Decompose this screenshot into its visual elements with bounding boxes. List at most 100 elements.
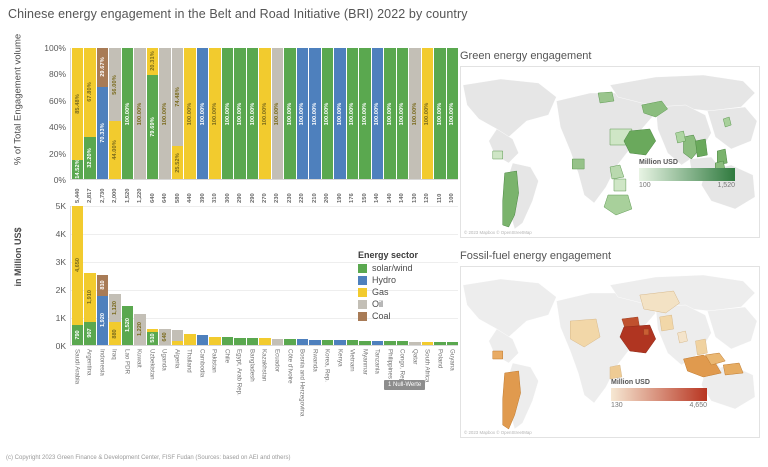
value-bar-segment[interactable] [271, 339, 284, 345]
value-bar[interactable]: 4,650 790 5,440 [72, 188, 84, 345]
percent-bar[interactable]: 85.48% 14.52% [72, 48, 84, 179]
percent-bar[interactable]: 100.00% [371, 48, 384, 179]
percent-bar[interactable]: 100.00% [271, 48, 284, 179]
value-bar-segment[interactable]: 790 [72, 324, 84, 345]
percent-bar[interactable]: 100.00% [184, 48, 196, 179]
percent-bar-segment[interactable]: 100.00% [246, 48, 259, 179]
percent-bar-segment[interactable]: 29.67% [96, 48, 109, 87]
value-bar-segment[interactable] [246, 337, 259, 345]
value-bar[interactable]: 1,910 907 2,817 [84, 188, 96, 345]
percent-bar[interactable]: 100.00% [234, 48, 246, 179]
percent-bar[interactable]: 100.00% [134, 48, 146, 179]
value-bar-segment[interactable] [446, 342, 459, 345]
value-bar[interactable]: 140 [384, 193, 396, 345]
value-bar-segment[interactable] [321, 339, 334, 345]
percent-bar[interactable]: 100.00% [421, 48, 434, 179]
legend-item-solar-wind[interactable]: solar/wind [358, 263, 458, 273]
percent-bar-segment[interactable]: 74.48% [171, 48, 184, 147]
value-bar-segment[interactable]: 1,120 [109, 293, 121, 323]
value-bar-segment[interactable]: 4,650 [72, 206, 84, 325]
percent-bar-segment[interactable]: 100.00% [309, 48, 321, 179]
percent-bar-segment[interactable]: 100.00% [371, 48, 384, 179]
value-bar-segment[interactable]: 810 [96, 274, 109, 296]
percent-bar-segment[interactable]: 100.00% [384, 48, 396, 179]
green-map-canvas[interactable]: Million USD 100 1,520 © 2023 Mapbox © Op… [460, 66, 760, 238]
percent-bar-segment[interactable]: 44.00% [109, 121, 121, 179]
percent-bar-segment[interactable]: 25.52% [171, 146, 184, 179]
percent-bar-segment[interactable]: 100.00% [421, 48, 434, 179]
value-bar[interactable]: 110 [434, 194, 446, 345]
percent-bar[interactable]: 100.00% [346, 48, 359, 179]
percent-bar[interactable]: 100.00% [359, 48, 371, 179]
value-bar-segment[interactable]: 1,220 [134, 313, 146, 345]
value-bar-segment[interactable] [196, 334, 209, 345]
value-bar[interactable]: 130 [409, 193, 421, 345]
percent-bar[interactable]: 100.00% [246, 48, 259, 179]
value-bar-segment[interactable] [334, 340, 346, 345]
value-bar[interactable]: 176 [346, 193, 359, 345]
percent-bar[interactable]: 100.00% [121, 48, 134, 179]
percent-bar[interactable]: 100.00% [446, 48, 459, 179]
percent-bar-segment[interactable]: 100.00% [259, 48, 271, 179]
value-bar[interactable]: 190 [334, 193, 346, 345]
percent-bar-segment[interactable]: 100.00% [134, 48, 146, 179]
value-bar[interactable]: 220 [296, 193, 309, 345]
percent-bar-segment[interactable]: 100.00% [434, 48, 446, 179]
value-bar[interactable]: 510 640 [146, 193, 159, 345]
percent-bar[interactable]: 100.00% [259, 48, 271, 179]
value-bar-segment[interactable] [209, 337, 221, 345]
percent-bar-segment[interactable]: 100.00% [234, 48, 246, 179]
percent-bar-segment[interactable]: 67.80% [84, 48, 96, 137]
percent-bar-segment[interactable]: 100.00% [159, 48, 171, 179]
percent-bar[interactable]: 100.00% [434, 48, 446, 179]
value-bar[interactable]: 140 [371, 193, 384, 345]
value-bar-segment[interactable] [171, 341, 184, 345]
percent-bar[interactable]: 100.00% [221, 48, 234, 179]
percent-bar-segment[interactable]: 100.00% [346, 48, 359, 179]
percent-bar[interactable]: 100.00% [209, 48, 221, 179]
percent-bar[interactable]: 29.67% 70.33% [96, 48, 109, 179]
value-bar-segment[interactable] [359, 341, 371, 345]
value-bar-segment[interactable] [171, 330, 184, 342]
value-bar-segment[interactable]: 1,910 [84, 272, 96, 322]
percent-bar-segment[interactable]: 100.00% [446, 48, 459, 179]
percent-bar[interactable]: 74.48% 25.52% [171, 48, 184, 179]
value-bar[interactable]: 210 [309, 193, 321, 345]
value-bar-segment[interactable]: 907 [84, 321, 96, 345]
percent-bar[interactable]: 56.00% 44.00% [109, 48, 121, 179]
percent-bar[interactable]: 100.00% [284, 48, 296, 179]
value-bar-segment[interactable]: 1,520 [121, 305, 134, 345]
value-bar[interactable]: 230 [284, 193, 296, 345]
percent-bar-segment[interactable]: 100.00% [221, 48, 234, 179]
percent-bar[interactable]: 100.00% [196, 48, 209, 179]
value-bar-segment[interactable]: 1,920 [96, 295, 109, 345]
value-bar[interactable]: 150 [359, 193, 371, 345]
percent-bar-segment[interactable]: 100.00% [196, 48, 209, 179]
value-bar[interactable]: 270 [259, 193, 271, 345]
percent-bar[interactable]: 100.00% [409, 48, 421, 179]
percent-bar[interactable]: 100.00% [309, 48, 321, 179]
value-bar[interactable]: 200 [321, 193, 334, 345]
value-bar[interactable]: 1,520 1,520 [121, 188, 134, 345]
value-bar-segment[interactable] [296, 339, 309, 345]
value-bar[interactable]: 1,120 880 2,000 [109, 188, 121, 345]
percent-bar-segment[interactable]: 100.00% [334, 48, 346, 179]
value-bar-segment[interactable]: 880 [109, 322, 121, 345]
fossil-map-canvas[interactable]: Million USD 130 4,650 © 2023 Mapbox © Op… [460, 266, 760, 438]
percent-bar-segment[interactable]: 20.31% [146, 48, 159, 75]
value-bar-segment[interactable] [234, 337, 246, 345]
value-bar[interactable]: 290 [246, 193, 259, 345]
percent-bar-segment[interactable]: 32.20% [84, 136, 96, 179]
percent-bar[interactable]: 20.31% 79.69% [146, 48, 159, 179]
percent-bar[interactable]: 100.00% [159, 48, 171, 179]
percent-bar[interactable]: 100.00% [334, 48, 346, 179]
percent-bar-segment[interactable]: 100.00% [209, 48, 221, 179]
value-bar-segment[interactable] [184, 333, 196, 345]
value-bar-segment[interactable] [384, 341, 396, 345]
legend-item-gas[interactable]: Gas [358, 287, 458, 297]
percent-bar[interactable]: 67.80% 32.20% [84, 48, 96, 179]
percent-bar-segment[interactable]: 100.00% [296, 48, 309, 179]
percent-bar-segment[interactable]: 100.00% [121, 48, 134, 179]
percent-bar[interactable]: 100.00% [321, 48, 334, 179]
value-bar-segment[interactable] [434, 342, 446, 345]
